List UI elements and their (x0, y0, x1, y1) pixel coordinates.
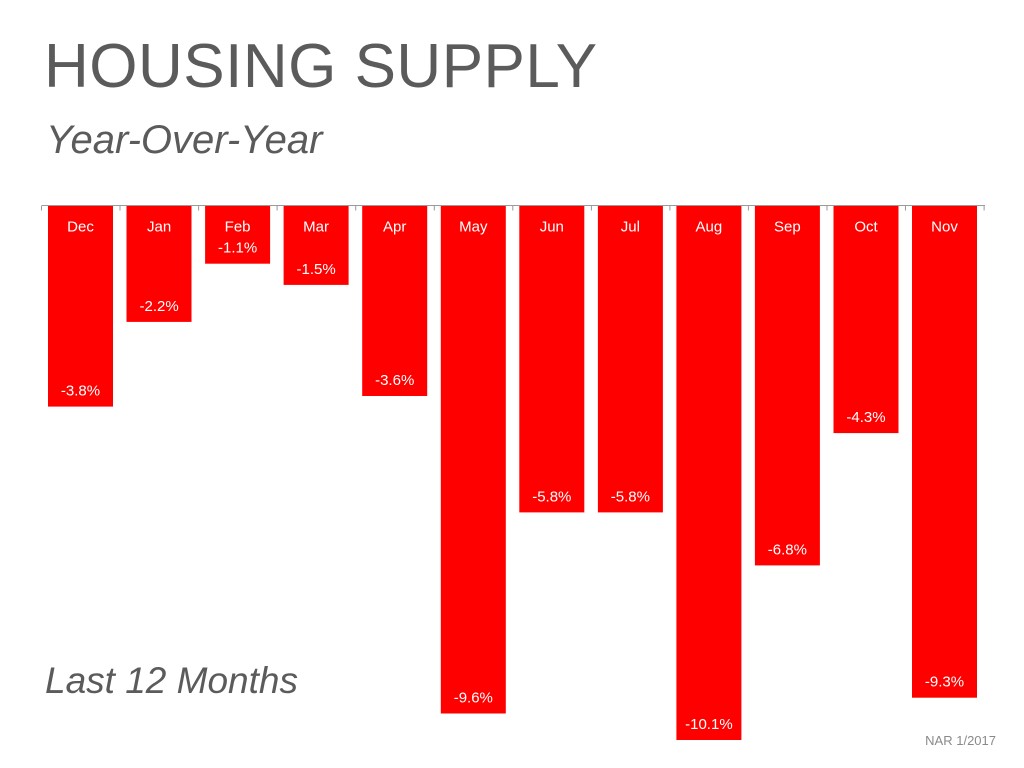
bar-jul (597, 205, 663, 513)
value-label-sep: -6.8% (768, 541, 807, 558)
bar-jun (519, 205, 585, 513)
chart-subtitle: Year-Over-Year (46, 118, 323, 162)
bar-jan (126, 205, 192, 322)
bar-nov (912, 205, 977, 698)
category-label-jul: Jul (621, 219, 640, 236)
value-label-may: -9.6% (454, 690, 493, 707)
value-label-jul: -5.8% (611, 488, 650, 505)
value-label-oct: -4.3% (846, 409, 885, 426)
value-label-nov: -9.3% (925, 674, 964, 691)
value-label-mar: -1.5% (297, 261, 336, 278)
value-label-jan: -2.2% (140, 298, 179, 315)
bar-sep (754, 205, 820, 566)
bar-oct (833, 205, 899, 434)
period-note: Last 12 Months (45, 660, 298, 701)
chart-title: HOUSING SUPPLY (44, 32, 598, 101)
value-label-feb: -1.1% (218, 240, 257, 257)
category-label-sep: Sep (774, 219, 801, 236)
category-label-aug: Aug (696, 219, 723, 236)
category-label-apr: Apr (383, 219, 406, 236)
value-label-aug: -10.1% (685, 716, 733, 733)
value-label-jun: -5.8% (532, 488, 571, 505)
category-label-may: May (459, 219, 488, 236)
source-note: NAR 1/2017 (925, 733, 996, 748)
category-label-nov: Nov (931, 219, 958, 236)
category-label-mar: Mar (303, 219, 329, 236)
bar-mar (283, 205, 349, 285)
bar-dec (48, 205, 113, 407)
category-label-oct: Oct (854, 219, 878, 236)
bar-feb (205, 205, 271, 264)
bar-apr (362, 205, 428, 396)
category-label-jun: Jun (540, 219, 564, 236)
category-label-feb: Feb (225, 219, 251, 236)
value-label-apr: -3.6% (375, 372, 414, 389)
bar-aug (676, 205, 742, 740)
value-label-dec: -3.8% (61, 383, 100, 400)
category-label-dec: Dec (67, 219, 94, 236)
bar-may (440, 205, 506, 714)
category-label-jan: Jan (147, 219, 171, 236)
